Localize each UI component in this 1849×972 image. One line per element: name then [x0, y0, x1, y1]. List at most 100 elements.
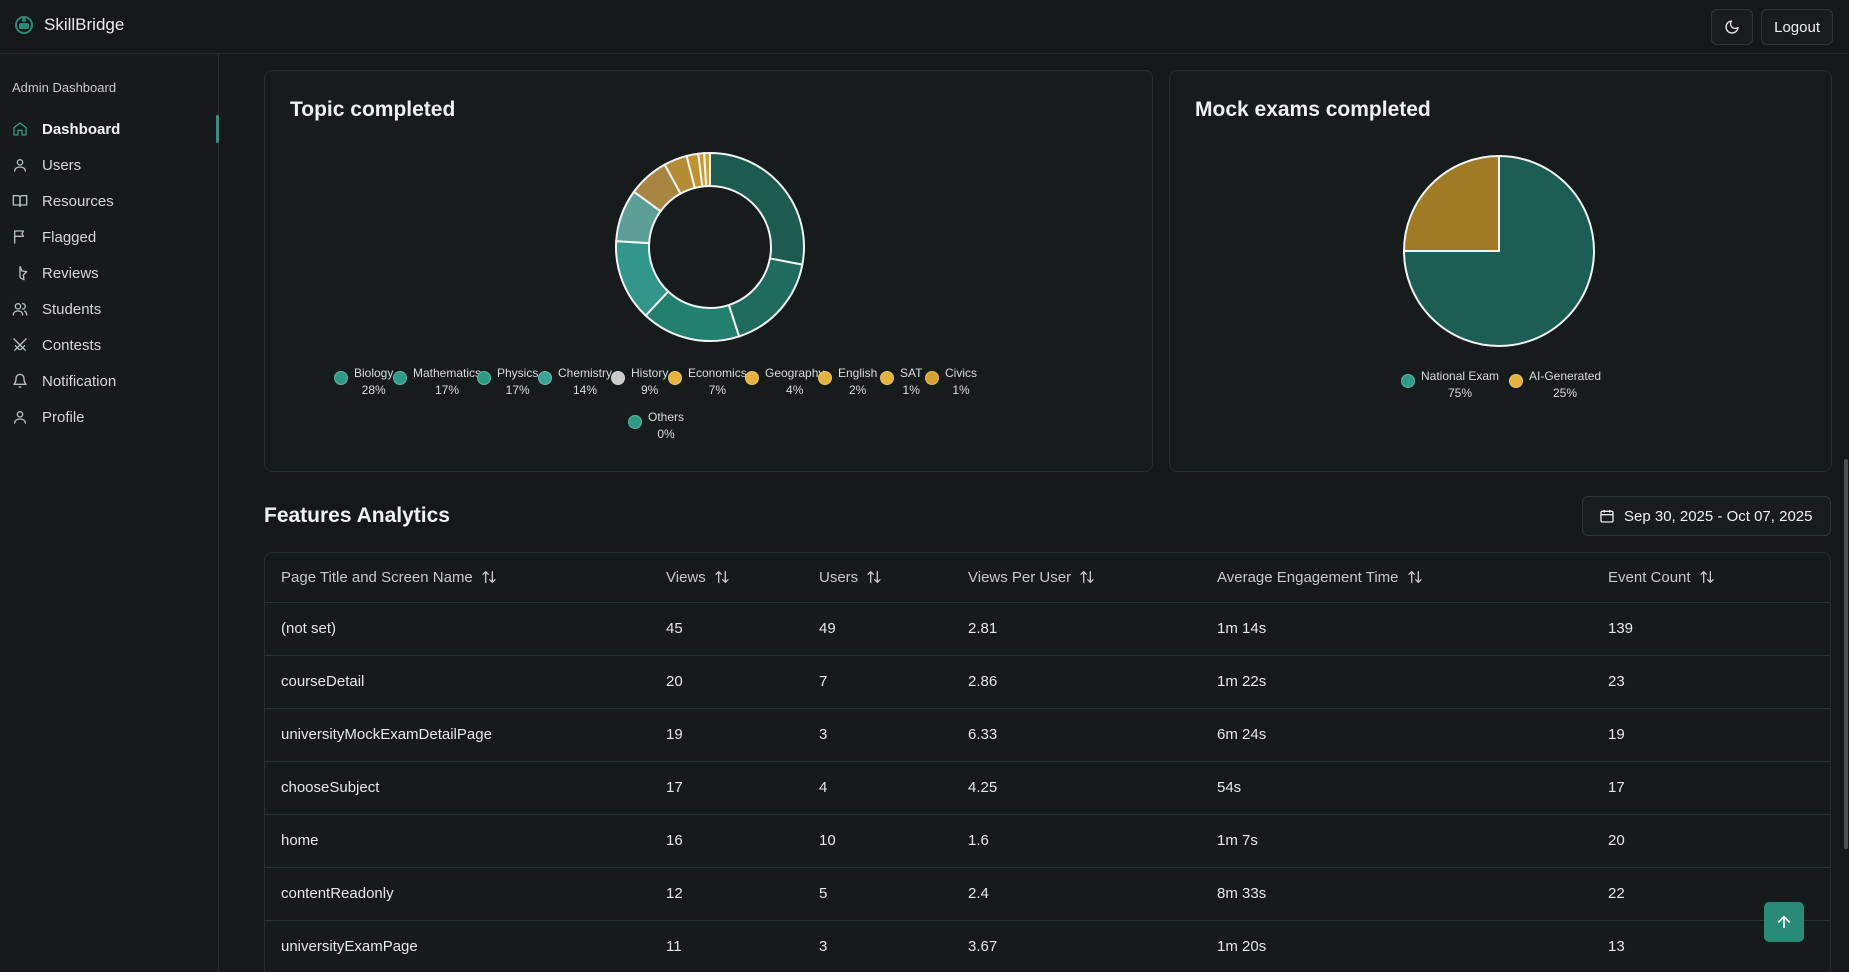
legend-label: Physics	[497, 366, 539, 380]
sidebar-item-reviews[interactable]: Reviews	[0, 255, 219, 291]
table-row[interactable]: universityMockExamDetailPage 19 3 6.33 6m 24…	[265, 708, 1830, 762]
legend-item-civics[interactable]: Civics 1%	[925, 365, 977, 399]
pie-slice-biology[interactable]	[709, 151, 805, 266]
table-row[interactable]: chooseSubject 17 4 4.25 54s 17	[265, 761, 1830, 815]
column-header-label: Page Title and Screen Name	[281, 568, 473, 586]
sidebar-item-label: Flagged	[42, 228, 97, 246]
table-row[interactable]: universityExamPage 11 3 3.67 1m 20s 13	[265, 920, 1830, 972]
moon-icon	[1725, 20, 1739, 34]
table-cell-users: 3	[819, 708, 968, 762]
legend-text: Others 0%	[648, 409, 684, 443]
sort-icon[interactable]	[866, 569, 882, 585]
pie-slice-national-exam[interactable]	[1402, 154, 1595, 347]
user-icon	[14, 159, 26, 172]
table-row[interactable]: contentReadonly 12 5 2.4 8m 33s 22	[265, 867, 1830, 921]
legend-swatch	[477, 371, 491, 385]
top-bar: SkillBridge Logout	[0, 0, 1849, 54]
date-range-label: Sep 30, 2025 - Oct 07, 2025	[1624, 507, 1813, 525]
column-header-views[interactable]: Views	[666, 553, 819, 603]
legend-value: 14%	[572, 383, 598, 397]
pie-slice-civics[interactable]	[703, 151, 711, 188]
sidebar-item-label: Dashboard	[42, 120, 121, 138]
legend-item-chemistry[interactable]: Chemistry 14%	[538, 365, 612, 399]
table-row[interactable]: courseDetail 20 7 2.86 1m 22s 23	[265, 655, 1830, 709]
sort-icon[interactable]	[1407, 569, 1423, 585]
sort-icon[interactable]	[1699, 569, 1715, 585]
column-header-views-per-user[interactable]: Views Per User	[968, 553, 1217, 603]
legend-text: English 2%	[838, 365, 877, 399]
table-header-row: Page Title and Screen Name Views Users View…	[265, 553, 1830, 603]
legend-swatch	[925, 371, 939, 385]
sort-icon[interactable]	[1079, 569, 1095, 585]
pie-slice-mathematics[interactable]	[727, 257, 804, 338]
table-cell-views: 45	[666, 602, 819, 656]
legend-label: Civics	[945, 366, 977, 380]
mock-exams-pie-chart	[1402, 154, 1595, 347]
theme-toggle-button[interactable]	[1711, 9, 1754, 45]
table-cell-event-count: 23	[1608, 655, 1830, 709]
legend-item-ai-generated[interactable]: AI-Generated 25%	[1509, 368, 1601, 402]
legend-label: SAT	[900, 366, 923, 380]
table-cell-average-engagement-time: 1m 14s	[1217, 602, 1608, 656]
date-range-picker[interactable]: Sep 30, 2025 - Oct 07, 2025	[1582, 496, 1831, 536]
card-title: Topic completed	[290, 98, 456, 121]
card-title: Mock exams completed	[1195, 98, 1431, 121]
legend-item-national-exam[interactable]: National Exam 75%	[1401, 368, 1499, 402]
scrollbar-thumb[interactable]	[1844, 459, 1848, 849]
legend-item-history[interactable]: History 9%	[611, 365, 668, 399]
table-cell-event-count: 139	[1608, 602, 1830, 656]
column-header-inner: Event Count	[1608, 569, 1715, 586]
pie-slice-ai-generated[interactable]	[1402, 154, 1500, 252]
legend-label: Chemistry	[558, 366, 613, 380]
legend-item-geography[interactable]: Geography 4%	[745, 365, 824, 399]
sidebar-item-resources[interactable]: Resources	[0, 183, 219, 219]
table-cell-users: 10	[819, 814, 968, 868]
mock-exams-card: Mock exams completed National Exam 75% AI-…	[1169, 70, 1832, 472]
scroll-to-top-button[interactable]	[1764, 902, 1804, 942]
table-cell-average-engagement-time: 54s	[1217, 761, 1608, 815]
legend-item-biology[interactable]: Biology 28%	[334, 365, 393, 399]
legend-swatch	[1401, 374, 1415, 388]
sidebar-item-notification[interactable]: Notification	[0, 363, 219, 399]
sidebar-item-flagged[interactable]: Flagged	[0, 219, 219, 255]
sidebar-item-dashboard[interactable]: Dashboard	[0, 111, 219, 147]
sort-icon[interactable]	[481, 569, 497, 585]
column-header-label: Users	[819, 568, 859, 586]
topic-completed-card: Topic completed Biology 28% Mathematics 17%…	[264, 70, 1153, 472]
sidebar-item-users[interactable]: Users	[0, 147, 219, 183]
brand[interactable]: SkillBridge	[14, 15, 124, 35]
legend-item-physics[interactable]: Physics 17%	[477, 365, 538, 399]
table-cell-views: 11	[666, 920, 819, 972]
table-row[interactable]: home 16 10 1.6 1m 7s 20	[265, 814, 1830, 868]
legend-text: Chemistry 14%	[558, 365, 612, 399]
sidebar-item-label: Resources	[42, 192, 114, 210]
page-scrollbar[interactable]	[1843, 54, 1849, 972]
legend-text: SAT 1%	[900, 365, 922, 399]
sort-icon[interactable]	[714, 569, 730, 585]
table-cell-views: 16	[666, 814, 819, 868]
table-cell-page-title-and-screen-name: courseDetail	[265, 655, 666, 709]
column-header-average-engagement-time[interactable]: Average Engagement Time	[1217, 553, 1608, 603]
sidebar-item-profile[interactable]: Profile	[0, 399, 219, 435]
column-header-page-title-and-screen-name[interactable]: Page Title and Screen Name	[265, 553, 666, 603]
table-cell-event-count: 19	[1608, 708, 1830, 762]
column-header-event-count[interactable]: Event Count	[1608, 553, 1830, 603]
legend-item-economics[interactable]: Economics 7%	[668, 365, 747, 399]
column-header-users[interactable]: Users	[819, 553, 968, 603]
column-header-label: Average Engagement Time	[1217, 568, 1399, 586]
table-body: (not set) 45 49 2.81 1m 14s 139 courseDetail 20…	[265, 602, 1830, 972]
legend-item-mathematics[interactable]: Mathematics 17%	[393, 365, 481, 399]
table-row[interactable]: (not set) 45 49 2.81 1m 14s 139	[265, 602, 1830, 656]
legend-item-others[interactable]: Others 0%	[628, 409, 684, 443]
legend-label: Mathematics	[413, 366, 482, 380]
table-cell-average-engagement-time: 8m 33s	[1217, 867, 1608, 921]
table-cell-users: 4	[819, 761, 968, 815]
logout-button[interactable]: Logout	[1761, 9, 1833, 45]
legend-swatch	[745, 371, 759, 385]
legend-item-sat[interactable]: SAT 1%	[880, 365, 922, 399]
sidebar-item-contests[interactable]: Contests	[0, 327, 219, 363]
calendar-icon	[1600, 510, 1614, 523]
table-cell-users: 7	[819, 655, 968, 709]
legend-item-english[interactable]: English 2%	[818, 365, 877, 399]
sidebar-item-students[interactable]: Students	[0, 291, 219, 327]
